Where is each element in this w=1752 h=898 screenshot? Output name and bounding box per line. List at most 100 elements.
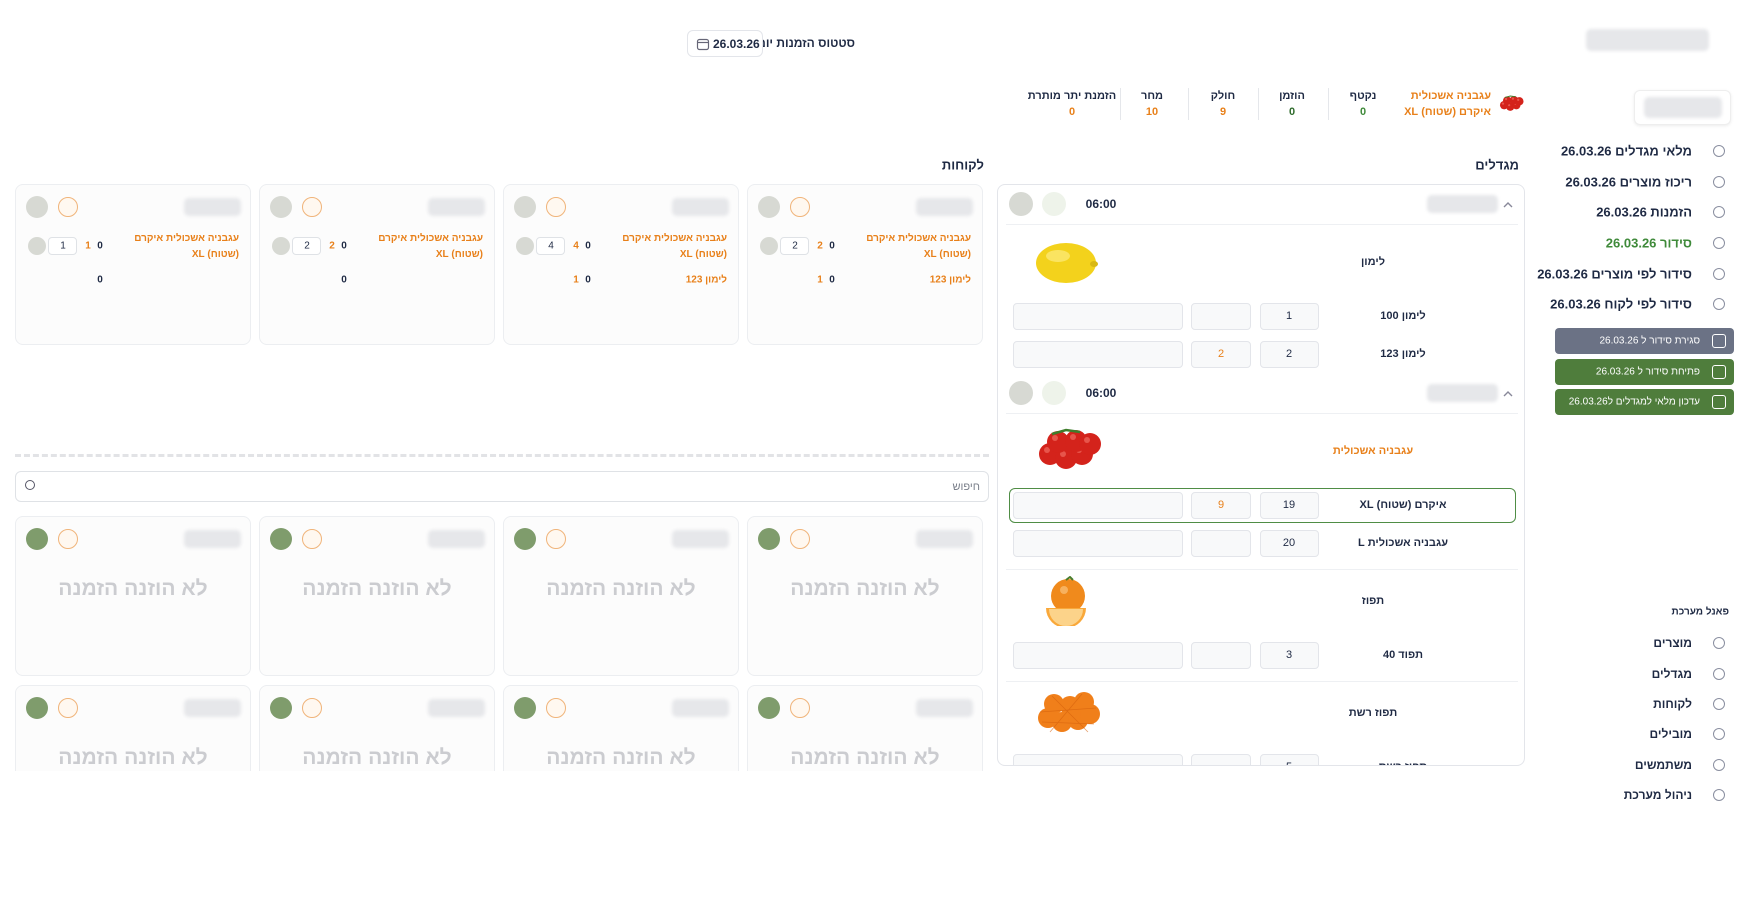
stat-value: 0 (1068, 106, 1076, 118)
product-image-svg (1046, 575, 1086, 628)
edit-button[interactable] (28, 237, 46, 255)
row-name: עגבניה אשכולית L (1357, 537, 1449, 549)
extra-input[interactable] (1191, 341, 1251, 368)
add-button[interactable] (26, 697, 48, 719)
row-name: לימון 123 (1380, 348, 1426, 360)
edit-button[interactable] (270, 196, 292, 218)
qty-input[interactable] (1260, 492, 1319, 519)
order-qty: 1 (573, 274, 579, 286)
menu-item[interactable]: סידור לפי מוצרים 26.03.26 (1537, 266, 1692, 282)
settings-button[interactable] (302, 698, 322, 718)
extra-input[interactable] (1191, 492, 1251, 519)
edit-button[interactable] (1009, 381, 1033, 405)
extra-input[interactable] (1191, 303, 1251, 330)
settings-button[interactable] (302, 529, 322, 549)
settings-button[interactable] (546, 529, 566, 549)
add-button[interactable] (758, 697, 780, 719)
extra-input[interactable] (1191, 642, 1251, 669)
qty-input[interactable] (1260, 303, 1319, 330)
settings-button[interactable] (58, 529, 78, 549)
admin-item[interactable]: מובילים (1649, 727, 1692, 741)
qty-input[interactable] (1260, 754, 1319, 765)
admin-item[interactable]: מוצרים (1653, 636, 1692, 650)
settings-button[interactable] (546, 197, 566, 217)
edit-button[interactable] (760, 237, 778, 255)
edit-button[interactable] (516, 237, 534, 255)
note-input[interactable] (1013, 341, 1183, 368)
settings-button[interactable] (58, 698, 78, 718)
edit-button[interactable] (758, 196, 780, 218)
product-image (1032, 237, 1104, 287)
qty-input[interactable] (1260, 341, 1319, 368)
row-name: איקרם (שטוח) XL (1359, 499, 1447, 511)
extra-input[interactable] (1191, 530, 1251, 557)
truck-button[interactable] (1042, 381, 1066, 405)
admin-item[interactable]: ניהול מערכת (1623, 788, 1692, 802)
order-input[interactable] (292, 237, 321, 255)
blurred-placeholder (672, 198, 729, 216)
settings-button[interactable] (58, 197, 78, 217)
add-button[interactable] (514, 528, 536, 550)
product-image (1032, 575, 1104, 628)
add-button[interactable] (514, 697, 536, 719)
date-picker[interactable] (687, 30, 763, 57)
product-image-svg (1036, 243, 1098, 283)
edit-button[interactable] (514, 196, 536, 218)
empty-message: לא הוזנה הזמנה (302, 746, 452, 769)
group-time: 06:00 (1085, 197, 1117, 211)
menu-item[interactable]: מלאי מגדלים 26.03.26 (1560, 143, 1692, 159)
add-button[interactable] (758, 528, 780, 550)
action-button[interactable] (1555, 328, 1734, 354)
order-name: לימון 123 (685, 274, 727, 286)
add-button[interactable] (26, 528, 48, 550)
order-input[interactable] (780, 237, 809, 255)
action-button[interactable] (1555, 389, 1734, 415)
qty-value: 1 (1285, 310, 1293, 322)
edit-button[interactable] (26, 196, 48, 218)
note-input[interactable] (1013, 642, 1183, 669)
settings-button[interactable] (790, 197, 810, 217)
truck-button[interactable] (1042, 192, 1066, 216)
add-button[interactable] (270, 697, 292, 719)
note-input[interactable] (1013, 754, 1183, 765)
stat-divider (1187, 88, 1189, 120)
menu-item[interactable]: הזמנות 26.03.26 (1596, 204, 1692, 220)
search-box[interactable] (15, 471, 989, 502)
order-input[interactable] (48, 237, 77, 255)
admin-item[interactable]: מגדלים (1651, 667, 1692, 681)
stat-label: הזמנת יתר מותרת (1027, 90, 1117, 102)
section-title: לקוחות (941, 157, 984, 173)
admin-title: פאנל מערכת (1671, 606, 1729, 618)
settings-button[interactable] (790, 698, 810, 718)
menu-item[interactable]: ריכוז מוצרים 26.03.26 (1565, 174, 1692, 190)
order-name: עגבניה אשכולית איקרם (שטוח) XL (866, 233, 971, 260)
menu-icon (1713, 176, 1725, 188)
menu-item[interactable]: סידור לפי לקוח 26.03.26 (1550, 296, 1692, 312)
blurred-placeholder (916, 699, 973, 717)
chevron (1502, 198, 1514, 210)
add-button[interactable] (270, 528, 292, 550)
qty-input[interactable] (1260, 530, 1319, 557)
summary-product: עגבניה אשכולית (1410, 90, 1491, 102)
edit-button[interactable] (272, 237, 290, 255)
note-input[interactable] (1013, 530, 1183, 557)
blurred-placeholder (916, 530, 973, 548)
admin-item[interactable]: לקוחות (1653, 697, 1692, 711)
action-button[interactable] (1555, 359, 1734, 385)
stat-label: חולק (1210, 90, 1236, 102)
settings-button[interactable] (790, 529, 810, 549)
menu-item[interactable]: סידור 26.03.26 (1605, 235, 1692, 251)
edit-button[interactable] (1009, 192, 1033, 216)
note-input[interactable] (1013, 303, 1183, 330)
extra-input[interactable] (1191, 754, 1251, 765)
note-input[interactable] (1013, 492, 1183, 519)
empty-message: לא הוזנה הזמנה (58, 577, 208, 600)
settings-button[interactable] (546, 698, 566, 718)
blurred-placeholder (428, 198, 485, 216)
chevron-svg (1503, 391, 1513, 397)
qty-value: 19 (1282, 499, 1296, 511)
qty-input[interactable] (1260, 642, 1319, 669)
order-input[interactable] (536, 237, 565, 255)
admin-item[interactable]: משתמשים (1634, 758, 1692, 772)
settings-button[interactable] (302, 197, 322, 217)
